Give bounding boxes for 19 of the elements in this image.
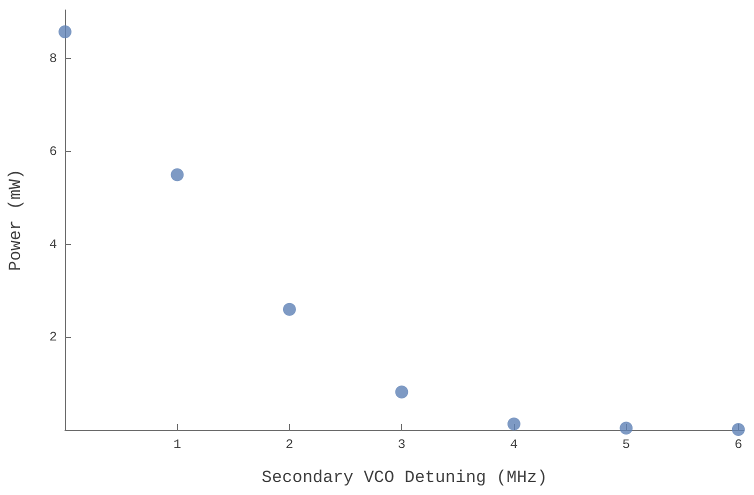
y-axis-title: Power (mW) (7, 168, 26, 272)
y-tick-label: 8 (49, 51, 57, 66)
x-tick-label: 6 (734, 437, 742, 452)
x-tick-label: 3 (398, 437, 406, 452)
x-tick-label: 4 (510, 437, 518, 452)
point (732, 423, 745, 436)
y-tick-label: 2 (49, 330, 57, 345)
point (58, 25, 72, 38)
x-tick-label: 1 (173, 437, 182, 452)
point (620, 422, 633, 435)
point (170, 168, 184, 182)
y-tick-label: 4 (49, 236, 58, 252)
point (395, 385, 408, 398)
x-tick-label: 2 (286, 437, 294, 452)
point (282, 302, 296, 316)
point (507, 417, 520, 430)
x-axis-title: Secondary VCO Detuning (MHz) (262, 469, 548, 488)
x-tick-label: 5 (622, 437, 630, 452)
y-tick-label: 6 (49, 144, 57, 160)
